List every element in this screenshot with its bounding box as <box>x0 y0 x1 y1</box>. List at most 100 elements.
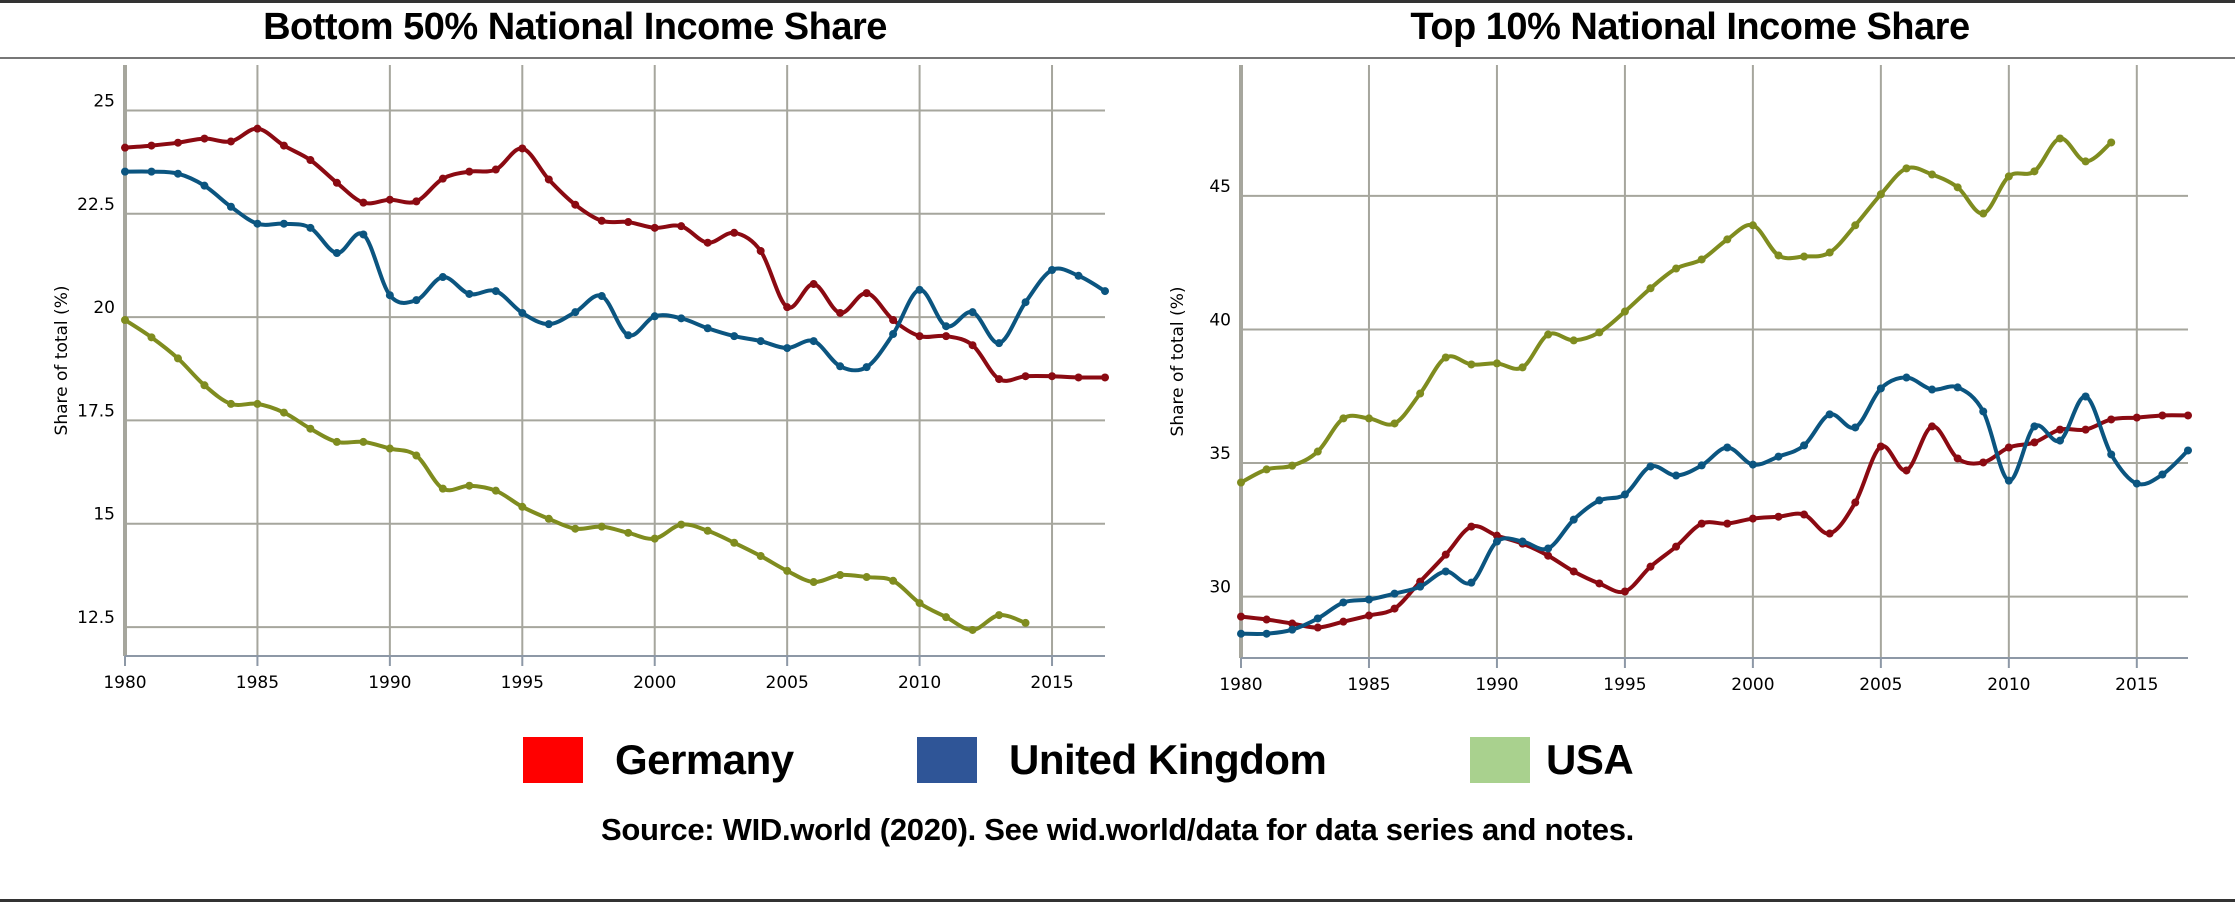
data-point <box>1748 460 1757 469</box>
data-point <box>412 197 421 206</box>
x-tick-label: 1990 <box>368 673 411 693</box>
data-point <box>1339 598 1348 607</box>
y-tick-label: 30 <box>1209 578 1231 598</box>
data-point <box>597 292 606 301</box>
data-point <box>1851 498 1860 507</box>
data-point <box>862 289 871 298</box>
data-point <box>1800 441 1809 450</box>
legend-swatch-usa <box>1470 737 1530 783</box>
data-point <box>756 246 765 255</box>
data-point <box>147 333 156 342</box>
data-point <box>1288 461 1297 470</box>
data-point <box>2158 470 2167 479</box>
data-point <box>1518 363 1527 372</box>
data-point <box>1313 614 1322 623</box>
legend-label: Germany <box>615 736 794 783</box>
data-point <box>1646 462 1655 471</box>
data-point <box>253 399 262 408</box>
data-point <box>465 289 474 298</box>
legend-label: USA <box>1546 736 1634 783</box>
data-point <box>359 230 368 239</box>
data-point <box>1800 510 1809 519</box>
data-point <box>730 332 739 341</box>
x-tick-label: 1985 <box>236 673 279 693</box>
data-point <box>438 174 447 183</box>
series-line <box>1240 375 2190 636</box>
y-tick-label: 40 <box>1209 310 1231 330</box>
data-point <box>1569 567 1578 576</box>
data-point <box>650 312 659 321</box>
data-point <box>1672 264 1681 273</box>
data-point <box>2184 411 2192 420</box>
data-point <box>703 526 712 535</box>
data-point <box>1697 255 1706 264</box>
legend-swatch-germany <box>523 737 583 783</box>
data-point <box>1876 384 1885 393</box>
y-tick-label: 25 <box>93 91 115 111</box>
series-united-kingdom <box>1237 373 2192 638</box>
data-point <box>2056 436 2065 445</box>
data-point <box>253 124 262 133</box>
data-point <box>1364 595 1373 604</box>
data-point <box>385 195 394 204</box>
y-tick-label: 15 <box>93 505 115 525</box>
x-tick-label: 1980 <box>1219 675 1262 695</box>
data-point <box>730 538 739 547</box>
data-point <box>279 141 288 150</box>
data-point <box>412 451 421 460</box>
data-point <box>995 611 1004 620</box>
y-tick-label: 17.5 <box>77 401 115 421</box>
data-point <box>1492 531 1501 540</box>
legend-item-germany: Germany <box>523 730 794 790</box>
data-point <box>730 228 739 237</box>
data-point <box>1101 373 1109 382</box>
data-point <box>1390 589 1399 598</box>
data-point <box>1390 604 1399 613</box>
data-point <box>1262 615 1271 624</box>
data-point <box>1902 164 1911 173</box>
data-point <box>1313 447 1322 456</box>
data-point <box>1748 221 1757 230</box>
data-point <box>1723 235 1732 244</box>
y-tick-label: 45 <box>1209 177 1231 197</box>
data-point <box>1569 515 1578 524</box>
data-point <box>968 341 977 350</box>
data-point <box>1595 496 1604 505</box>
data-point <box>624 331 633 340</box>
data-point <box>1953 383 1962 392</box>
data-point <box>889 576 898 585</box>
data-point <box>491 486 500 495</box>
top-border <box>0 0 2235 3</box>
data-point <box>624 218 633 227</box>
data-point <box>226 137 235 146</box>
data-point <box>1928 422 1937 431</box>
series-line <box>1240 136 2113 485</box>
data-point <box>1876 190 1885 199</box>
data-point <box>1851 423 1860 432</box>
data-point <box>491 165 500 174</box>
data-point <box>359 198 368 207</box>
bottom-border <box>0 899 2235 902</box>
data-point <box>1723 443 1732 452</box>
data-point <box>1288 625 1297 634</box>
data-point <box>650 223 659 232</box>
data-point <box>942 332 951 341</box>
legend-item-uk: United Kingdom <box>917 730 1327 790</box>
data-point <box>359 437 368 446</box>
data-point <box>995 339 1004 348</box>
y-tick-label: 22.5 <box>77 195 115 215</box>
x-tick-label: 2000 <box>633 673 676 693</box>
data-point <box>1021 618 1030 627</box>
data-point <box>1467 360 1476 369</box>
data-point <box>1928 385 1937 394</box>
data-point <box>1074 271 1083 280</box>
y-tick-label: 20 <box>93 298 115 318</box>
data-point <box>703 324 712 333</box>
data-point <box>1953 183 1962 192</box>
data-point <box>1928 170 1937 179</box>
x-tick-label: 1995 <box>1603 675 1646 695</box>
data-point <box>2081 392 2090 401</box>
data-point <box>650 534 659 543</box>
data-point <box>491 287 500 296</box>
chart-title-bottom50: Bottom 50% National Income Share <box>263 6 887 48</box>
